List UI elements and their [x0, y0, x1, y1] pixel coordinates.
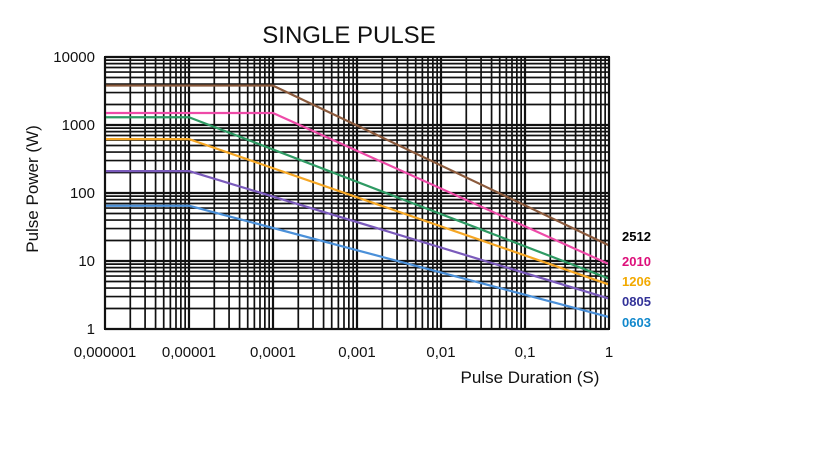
axes-layer	[104, 56, 610, 330]
y-axis-label: Pulse Power (W)	[23, 125, 42, 253]
x-tick-label: 1	[605, 344, 613, 361]
x-tick-label: 0,1	[515, 344, 536, 361]
legend-layer: 2512 2010 1206 0805 0603	[622, 229, 651, 330]
legend-label-2512: 2512	[622, 229, 651, 244]
x-tick-label: 0,0001	[250, 344, 296, 361]
series-layer	[103, 84, 611, 319]
plot-frame	[104, 56, 610, 330]
legend-label-0603: 0603	[622, 315, 651, 330]
series-0603-line	[103, 204, 611, 319]
grid-layer	[103, 55, 611, 331]
series-2512-line	[103, 84, 611, 247]
y-tick-label: 10000	[53, 49, 95, 66]
y-tick-label: 1000	[62, 117, 95, 134]
x-tick-label: 0,000001	[74, 344, 137, 361]
tick-layer: 0,000001 0,00001 0,0001 0,001 0,01 0,1 1 1 10 100…	[53, 49, 613, 361]
x-tick-label: 0,001	[338, 344, 376, 361]
series-1206-line	[103, 138, 611, 286]
y-tick-label: 1	[87, 321, 95, 338]
legend-label-0805: 0805	[622, 294, 651, 309]
x-tick-label: 0,00001	[162, 344, 216, 361]
y-tick-label: 100	[70, 185, 95, 202]
legend-label-1206: 1206	[622, 274, 651, 289]
x-tick-label: 0,01	[426, 344, 455, 361]
chart-title: SINGLE PULSE	[262, 22, 435, 49]
y-tick-label: 10	[78, 253, 95, 270]
unlabeled-series-line	[103, 116, 611, 280]
series-2010-line	[103, 111, 611, 266]
legend-label-2010: 2010	[622, 254, 651, 269]
series-0805-line	[103, 169, 611, 300]
x-axis-label: Pulse Duration (S)	[461, 368, 600, 387]
